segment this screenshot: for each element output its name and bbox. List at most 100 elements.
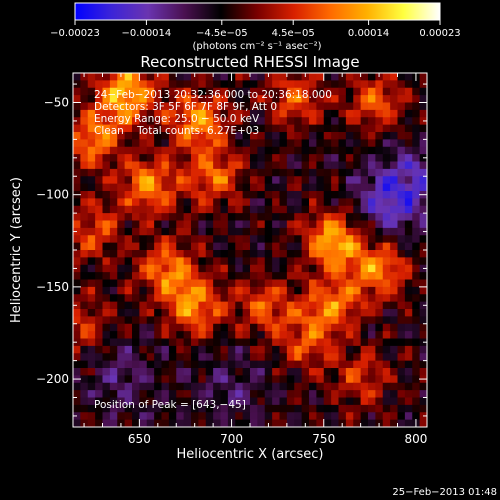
heatmap-cell [213,168,221,177]
heatmap-cell [117,382,126,391]
heatmap-cell [353,286,362,295]
heatmap-cell [109,309,118,317]
heatmap-cell [117,286,126,295]
heatmap-cell [80,117,89,126]
heatmap-cell [227,117,236,126]
heatmap-cell [117,412,126,421]
heatmap-cell [301,338,310,347]
heatmap-cell [272,161,280,170]
heatmap-cell [294,227,303,236]
heatmap-cell [191,368,199,376]
heatmap-cell [272,242,280,251]
heatmap-cell [176,279,185,288]
heatmap-cell [117,242,126,251]
heatmap-cell [309,242,317,251]
heatmap-cell [227,227,236,236]
heatmap-cell [338,397,347,406]
heatmap-cell [220,139,229,148]
heatmap-cell [412,345,421,354]
heatmap-cell [264,309,273,317]
heatmap-cell [375,242,384,251]
heatmap-cell [227,242,236,251]
heatmap-cell [286,154,295,162]
heatmap-cell [161,183,170,192]
heatmap-cell [132,323,140,332]
heatmap-cell [338,382,347,391]
heatmap-cell [161,176,170,185]
heatmap-cell [264,390,273,398]
heatmap-cell [309,109,317,118]
heatmap-cell [353,309,362,317]
heatmap-cell [264,109,273,118]
heatmap-cell [412,146,421,155]
heatmap-cell [73,95,81,103]
heatmap-cell [87,95,96,103]
heatmap-cell [73,198,81,207]
heatmap-cell [286,331,295,339]
heatmap-cell [257,124,266,133]
heatmap-cell [235,132,244,140]
heatmap-cell [146,345,155,354]
heatmap-cell [80,235,89,244]
heatmap-cell [124,412,133,421]
heatmap-cell [286,294,295,303]
heatmap-cell [250,132,258,140]
heatmap-cell [205,353,214,362]
heatmap-cell [80,323,89,332]
heatmap-cell [419,73,427,81]
heatmap-cell [117,220,126,229]
heatmap-cell [227,213,236,221]
heatmap-cell [309,198,317,207]
heatmap-cell [375,286,384,295]
heatmap-cell [294,168,303,177]
heatmap-cell [353,161,362,170]
heatmap-cell [368,205,376,214]
heatmap-cell [353,375,362,384]
heatmap-cell [139,242,148,251]
heatmap-cell [176,250,185,258]
heatmap-cell [235,338,244,347]
heatmap-cell [168,95,177,103]
heatmap-cell [109,227,118,236]
heatmap-cell [205,301,214,310]
heatmap-cell [390,117,398,126]
heatmap-cell [73,205,81,214]
heatmap-cell [279,264,288,273]
heatmap-cell [161,205,170,214]
heatmap-cell [191,227,199,236]
heatmap-cell [338,279,347,288]
heatmap-cell [132,102,140,111]
heatmap-cell [73,360,81,369]
heatmap-cell [257,397,266,406]
heatmap-cell [368,309,376,317]
heatmap-cell [309,146,317,155]
heatmap-cell [309,404,317,413]
heatmap-cell [80,345,89,354]
heatmap-cell [146,338,155,347]
heatmap-cell [213,139,221,148]
heatmap-cell [294,390,303,398]
heatmap-cell [301,87,310,96]
heatmap-cell [198,198,207,207]
heatmap-cell [205,345,214,354]
heatmap-cell [338,404,347,413]
heatmap-cell [220,301,229,310]
heatmap-cell [227,205,236,214]
heatmap-cell [353,154,362,162]
heatmap-cell [294,73,303,81]
heatmap-cell [154,227,162,236]
heatmap-cell [227,102,236,111]
heatmap-cell [227,309,236,317]
heatmap-cell [124,272,133,280]
heatmap-cell [404,286,413,295]
heatmap-cell [161,213,170,221]
heatmap-cell [404,154,413,162]
heatmap-cell [73,124,81,133]
heatmap-cell [404,264,413,273]
heatmap-cell [80,331,89,339]
heatmap-cell [404,338,413,347]
heatmap-cell [227,264,236,273]
heatmap-cell [375,146,384,155]
heatmap-cell [419,176,427,185]
heatmap-cell [87,146,96,155]
